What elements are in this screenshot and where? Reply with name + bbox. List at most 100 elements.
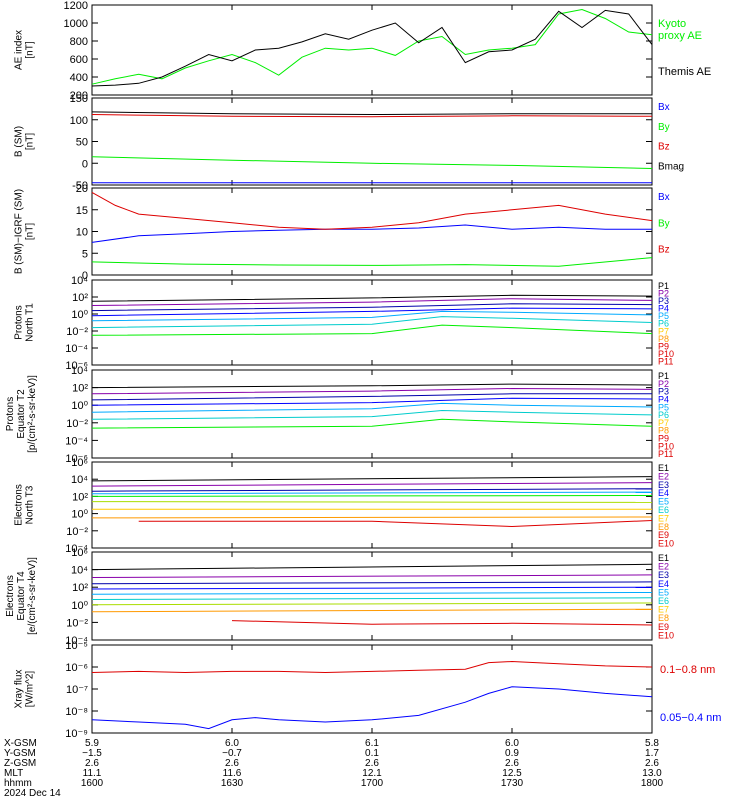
row-value: 1.7 (645, 748, 659, 759)
y-tick-label: 10 (76, 227, 88, 239)
series-line (91, 156, 653, 169)
legend-label: P4 (658, 394, 669, 404)
time-axis-table: X-GSM 5.9 6.0 6.1 6.0 5.8 Y-GSM −1.5 −0.7 0.1 0.9 1… (4, 738, 664, 799)
legend-label: E7 (658, 605, 669, 615)
legend-label: P6 (658, 319, 669, 329)
y-tick-label: 0 (82, 158, 88, 170)
legend-label: E6 (658, 596, 669, 606)
y-tick-label: 10⁶ (71, 457, 88, 469)
legend-label: P9 (658, 341, 669, 351)
series-line (91, 608, 653, 613)
legend-label: E6 (658, 505, 669, 515)
y-tick-label: 10⁶ (71, 547, 88, 559)
y-tick-label: 10⁻² (66, 418, 88, 430)
legend-label: Themis AE (658, 66, 711, 78)
legend-label: proxy AE (658, 30, 702, 42)
legend-label: P10 (658, 349, 674, 359)
row-value: 1800 (641, 778, 664, 789)
y-tick-label: 10⁻⁴ (65, 543, 88, 555)
panel-1: 200 400 600 800 1000 1200 AE index [nT] Kyotopro… (14, 0, 712, 102)
y-tick-label: 10⁻² (66, 617, 88, 629)
panel-7: 10⁻⁴ 10⁻² 10⁰ 10² 10⁴ 10⁶ Electrons Equator T4[… (5, 547, 674, 647)
row-label: Z-GSM (4, 758, 36, 769)
y-tick-label: 10⁻² (66, 526, 88, 538)
legend-label: P9 (658, 434, 669, 444)
y-tick-label: 10⁻² (66, 326, 88, 338)
y-axis-label: [e/(cm²-s-sr-keV)] (27, 557, 38, 635)
series-line (91, 393, 652, 401)
x-ticks (91, 98, 653, 185)
y-axis-label: Electrons (14, 484, 25, 526)
legend-label: P7 (658, 326, 669, 336)
series-line (91, 574, 653, 578)
y-axis-label: North T3 (25, 485, 36, 524)
x-ticks (91, 462, 653, 548)
row-value: 6.0 (505, 738, 519, 749)
series-line (91, 602, 653, 606)
y-tick-label: 10⁰ (71, 600, 88, 612)
y-tick-label: 10⁻⁴ (65, 635, 88, 647)
y-tick-label: 10⁻⁶ (65, 360, 88, 372)
series-line (91, 402, 653, 413)
y-tick-label: 10⁻⁵ (65, 640, 88, 652)
legend-label: E1 (658, 553, 669, 563)
y-tick-label: 10⁻⁸ (65, 706, 88, 718)
y-axis-label: B (SM) (14, 126, 25, 157)
legend-label: P11 (658, 356, 673, 366)
x-ticks (91, 370, 653, 458)
panel-frame (91, 461, 653, 549)
row-value: 6.0 (225, 738, 239, 749)
y-axis-label: [nT] (25, 133, 36, 150)
series-line (91, 224, 652, 243)
legend-label: P2 (658, 289, 669, 299)
legend-label: E8 (658, 522, 669, 532)
legend-label: P8 (658, 334, 669, 344)
y-tick-label: -50 (72, 180, 88, 192)
series-line (91, 316, 653, 329)
row-value: 1600 (81, 778, 104, 789)
y-axis-label: Equator T2 (16, 389, 27, 439)
series-line (91, 303, 653, 312)
series-line (91, 482, 653, 487)
y-tick-label: 150 (70, 93, 88, 105)
panel-frame (91, 279, 653, 366)
series-line (91, 114, 653, 118)
panel-2: -50 0 50 100 150 B (SM) [nT] Bx By Bz Bmag (14, 93, 685, 192)
legend-label: 0.05−0.4 nm (660, 712, 721, 724)
y-axis-label: B (SM)−IGRF (SM) (14, 189, 25, 274)
legend-label: E4 (658, 488, 669, 498)
legend-label: Bmag (658, 161, 684, 172)
x-ticks (91, 645, 653, 733)
legend-label: E2 (658, 562, 669, 572)
legend-label: P7 (658, 418, 669, 428)
legend-label: E5 (658, 587, 669, 597)
panel-frame (91, 97, 653, 186)
y-tick-label: 10⁻⁹ (65, 728, 88, 740)
y-axis-label: North T1 (25, 303, 36, 342)
legend-label: E9 (658, 622, 669, 632)
legend-label: E10 (658, 630, 674, 640)
row-value: 2.6 (645, 758, 659, 769)
series-line (91, 257, 653, 267)
legend-label: E2 (658, 471, 669, 481)
y-tick-label: 10⁻⁶ (65, 453, 88, 465)
y-tick-label: 50 (76, 137, 88, 149)
series-line (91, 307, 653, 317)
legend-label: P5 (658, 402, 669, 412)
legend-label: E5 (658, 497, 669, 507)
y-tick-label: 10⁻⁶ (65, 662, 88, 674)
legend-label: E4 (658, 579, 669, 589)
row-value: 5.8 (645, 738, 659, 749)
y-tick-label: 10⁰ (71, 400, 88, 412)
series-line (91, 501, 653, 503)
row-value: 1730 (501, 778, 524, 789)
legend-label: E9 (658, 530, 669, 540)
legend-label: P3 (658, 387, 669, 397)
series-line (91, 9, 653, 87)
y-axis-label: Xray flux (14, 670, 25, 709)
y-tick-label: 0 (82, 270, 88, 282)
y-tick-label: 10⁻⁴ (65, 435, 88, 447)
row-label: hhmm (4, 778, 32, 789)
series-line (91, 660, 653, 674)
legend-label: E3 (658, 480, 669, 490)
